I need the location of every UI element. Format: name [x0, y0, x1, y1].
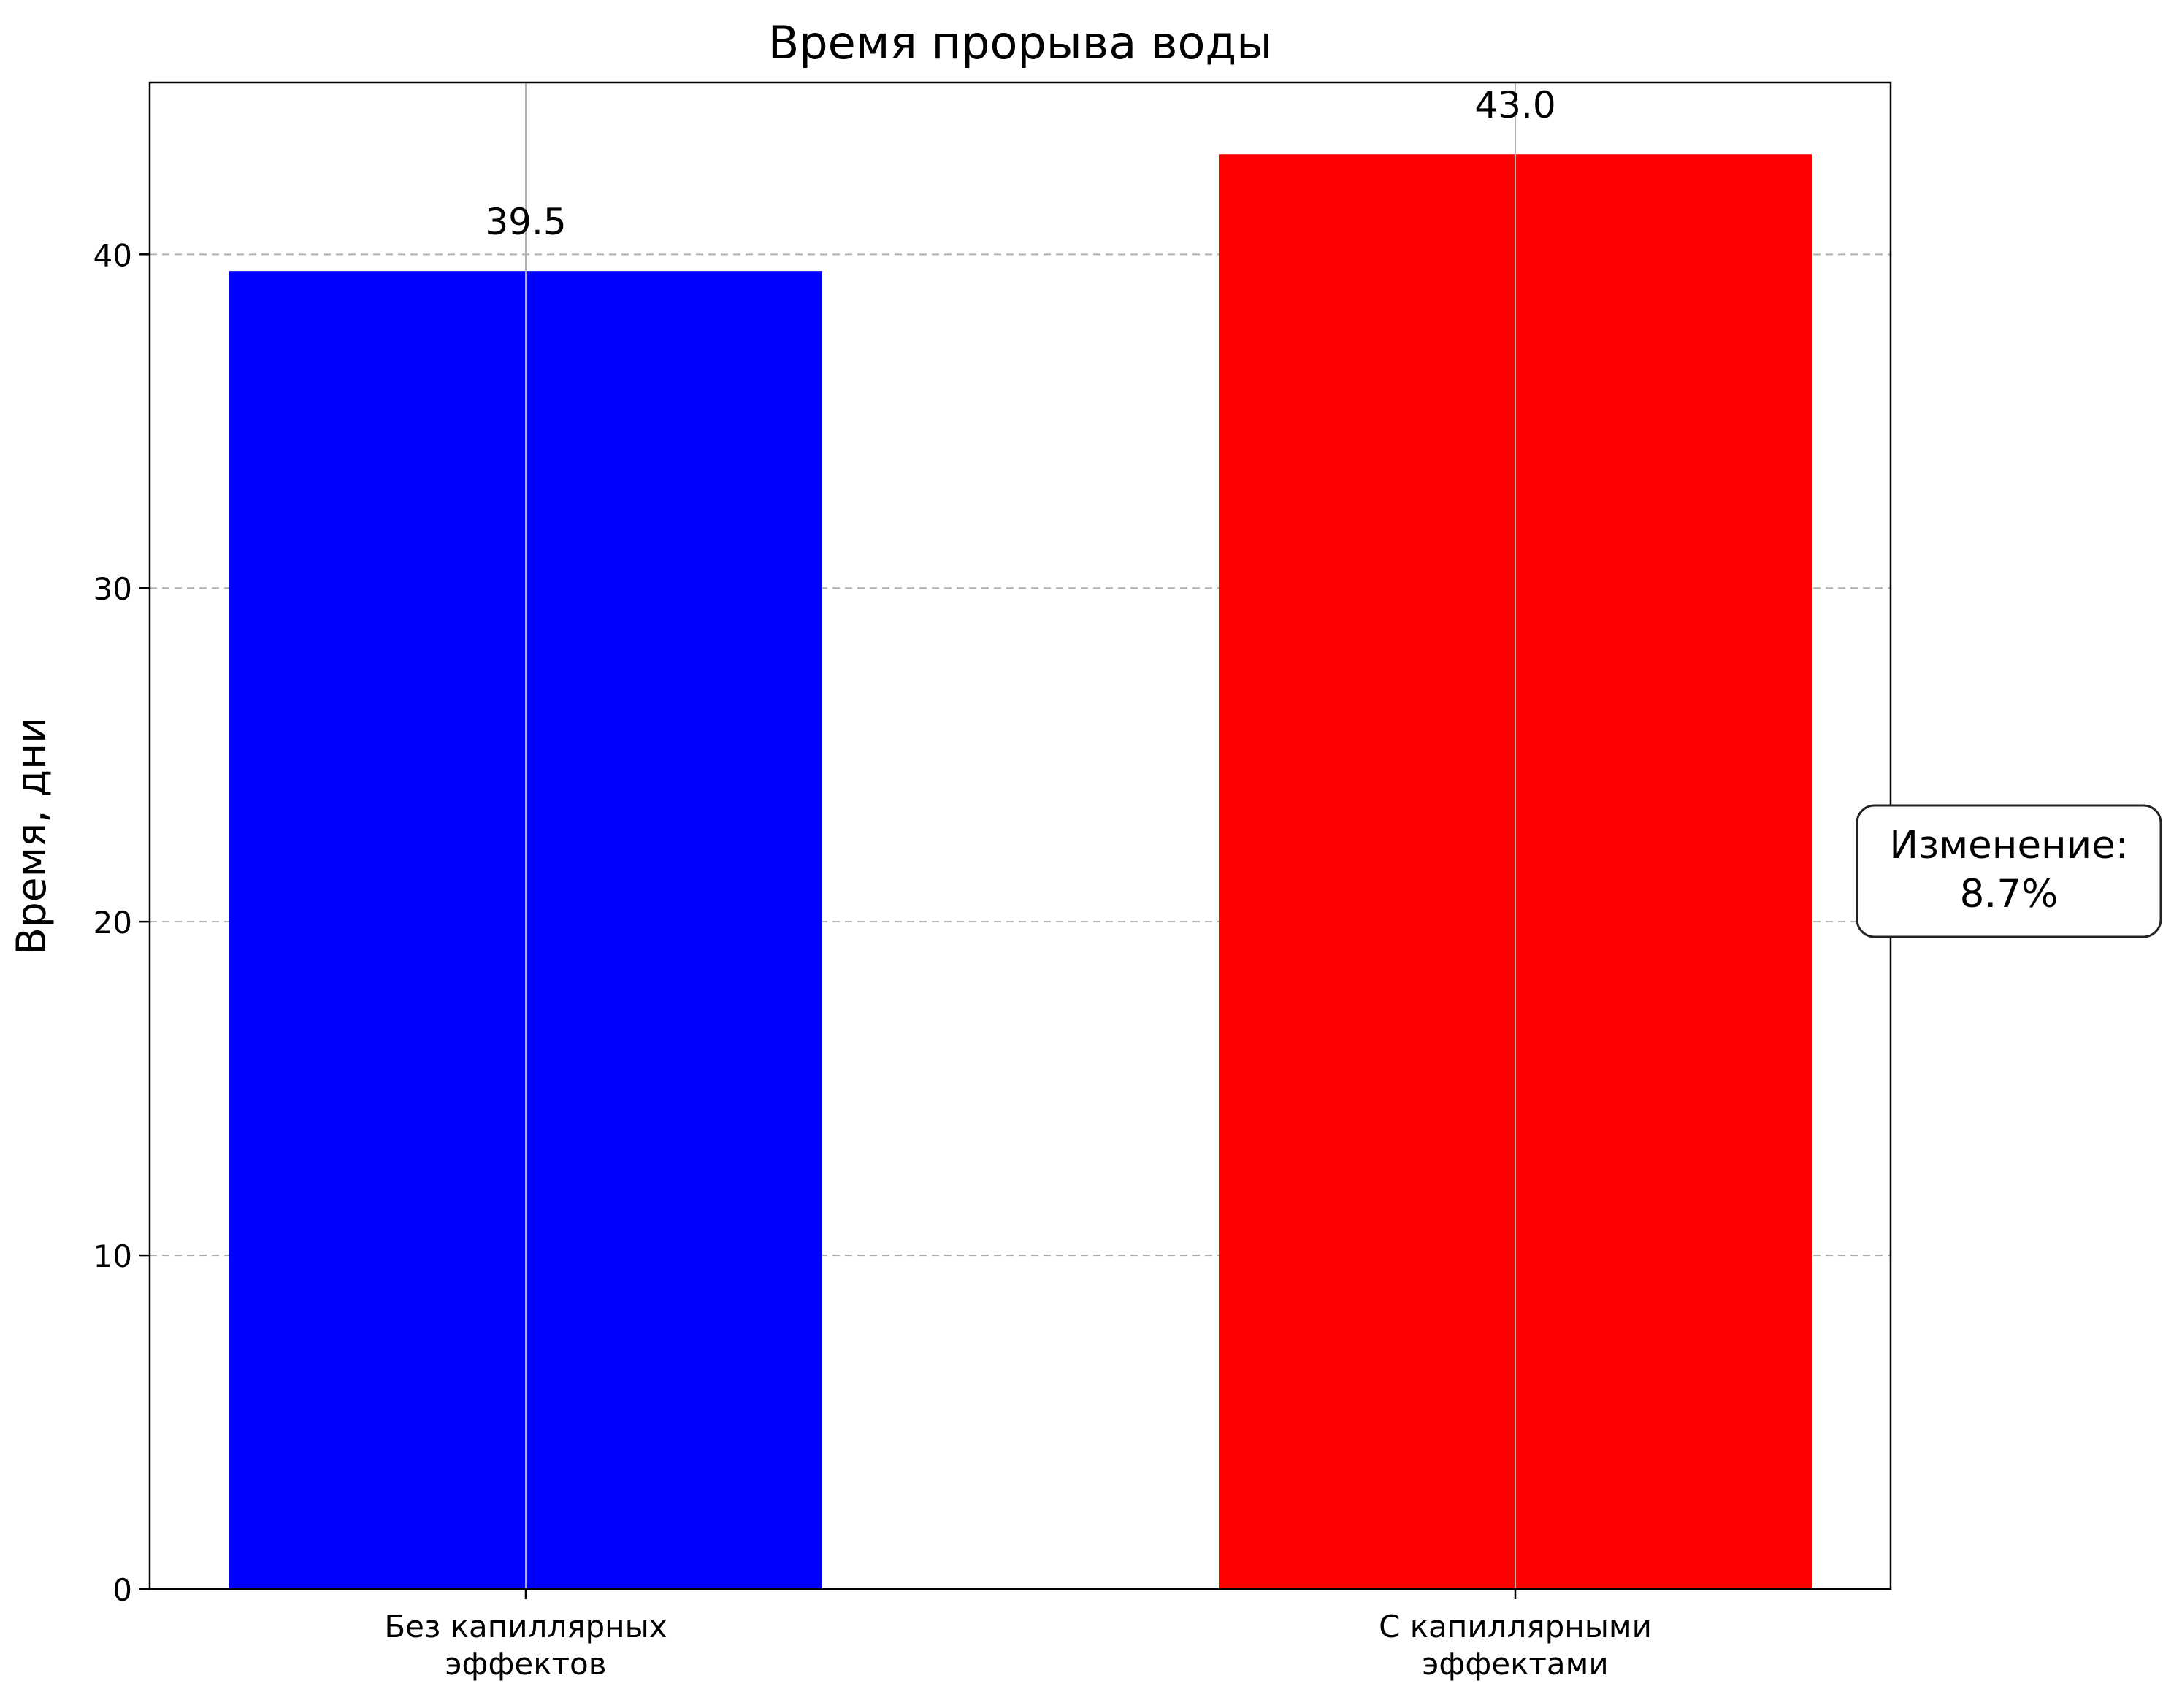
x-tick-label-line: Без капиллярных [384, 1609, 667, 1644]
bar-value-label: 39.5 [485, 201, 566, 243]
y-axis-ticks: 0 10 20 30 40 [93, 237, 150, 1608]
x-tick-label-line: эффектов [445, 1646, 607, 1682]
annotation-value: 8.7% [1960, 872, 2059, 916]
y-tick-label: 10 [93, 1238, 132, 1274]
annotation-label: Изменение: [1889, 823, 2128, 868]
y-tick-label: 40 [93, 237, 132, 273]
chart-title: Время прорыва воды [768, 16, 1272, 69]
y-axis-label: Время, дни [8, 717, 55, 955]
y-tick-label: 0 [112, 1572, 132, 1608]
x-tick-label-line: С капиллярными [1379, 1609, 1652, 1644]
y-tick-label: 30 [93, 571, 132, 607]
x-tick-label: Без капиллярных эффектов [384, 1609, 667, 1682]
x-tick-label: С капиллярными эффектами [1379, 1609, 1652, 1682]
y-tick-label: 20 [93, 905, 132, 941]
annotation-box [1856, 804, 2162, 938]
x-grid [525, 83, 1516, 1589]
bar-value-label: 43.0 [1474, 84, 1555, 126]
change-annotation: Изменение: 8.7% [1856, 804, 2162, 938]
x-tick-label-line: эффектами [1422, 1646, 1608, 1682]
bar-value-labels: 39.5 43.0 [485, 84, 1555, 243]
